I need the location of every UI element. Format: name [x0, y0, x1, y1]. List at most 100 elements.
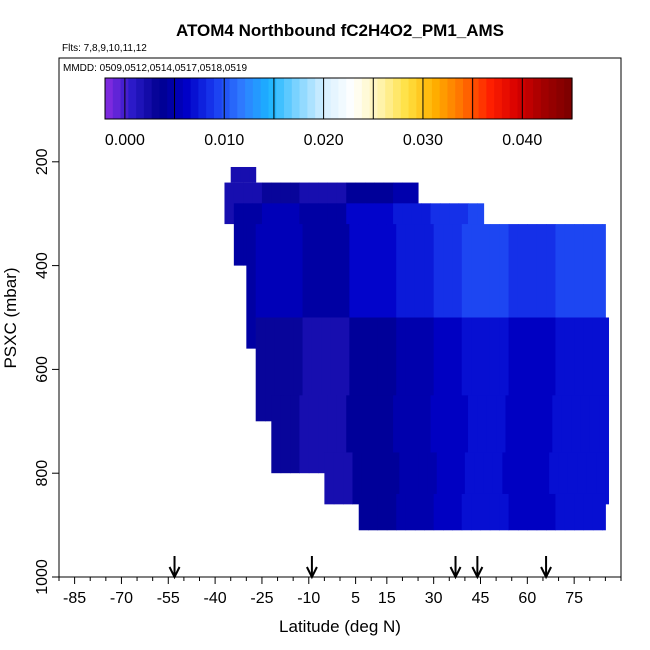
heatmap-cell — [461, 317, 472, 422]
colorbar-swatch — [540, 78, 550, 119]
heatmap-cell — [477, 395, 488, 474]
x-tick-label: 75 — [565, 590, 583, 607]
heatmap-cell — [436, 452, 447, 505]
colorbar-swatch — [478, 78, 487, 119]
heatmap-cell — [299, 395, 310, 474]
heatmap-cell — [496, 395, 506, 474]
colorbar-swatch — [509, 78, 519, 119]
colorbar-swatch — [136, 78, 145, 119]
heatmap-cell — [464, 452, 475, 505]
heatmap-cell — [455, 452, 466, 505]
colorbar-swatch — [276, 78, 285, 119]
colorbar-tick-label: 0.030 — [403, 132, 443, 149]
colorbar-swatch — [494, 78, 503, 119]
y-tick-label: 400 — [34, 252, 51, 279]
colorbar-swatch — [338, 78, 347, 119]
heatmap-cell — [290, 395, 300, 474]
heatmap-cell — [386, 493, 397, 531]
heatmap-cell — [596, 452, 606, 505]
heatmap-cell — [418, 452, 428, 505]
heatmap-cell — [577, 452, 588, 505]
heatmap-cell — [396, 493, 407, 531]
y-axis: 200 400 600 800 1000 — [34, 148, 59, 595]
heatmap-cell — [389, 452, 400, 505]
heatmap-cell — [567, 452, 578, 505]
colorbar-swatch — [190, 78, 199, 119]
heatmap-cell — [517, 224, 528, 349]
colorbar-swatch — [175, 78, 184, 119]
heatmap-cell — [368, 224, 378, 349]
heatmap-cell — [274, 317, 285, 422]
colorbar-swatch — [128, 78, 137, 119]
heatmap-cell — [358, 224, 369, 349]
heatmap-cell — [271, 395, 282, 474]
heatmap-cell — [293, 317, 304, 422]
heatmap-cell — [468, 395, 478, 474]
heatmap-cell — [408, 452, 419, 505]
heatmap-cell — [427, 452, 438, 505]
heatmap-cell — [524, 395, 535, 474]
x-tick-label: -25 — [250, 590, 273, 607]
heatmap-cell — [574, 317, 585, 422]
colorbar-swatch — [143, 78, 153, 119]
heatmap-cell — [430, 395, 441, 474]
heatmap-cell — [311, 224, 322, 349]
colorbar-swatch — [213, 78, 223, 119]
colorbar-swatch — [315, 78, 324, 119]
heatmap-cell — [521, 452, 531, 505]
heatmap-cell — [505, 395, 516, 474]
heatmap-cell — [274, 224, 285, 349]
heatmap-cell — [340, 317, 350, 422]
heatmap-cell — [439, 395, 450, 474]
heatmap-cell — [246, 224, 257, 349]
colorbar-swatch — [198, 78, 207, 119]
colorbar-swatch — [424, 78, 433, 119]
colorbar-swatch — [369, 78, 379, 119]
heatmap-cell — [536, 317, 547, 422]
colorbar-swatch — [299, 78, 308, 119]
x-tick-label: -10 — [297, 590, 320, 607]
x-tick-label: 15 — [378, 590, 396, 607]
x-axis-label: Latitude (deg N) — [279, 617, 401, 636]
colorbar-swatch — [525, 78, 534, 119]
heatmap-cell — [396, 224, 407, 349]
colorbar-swatch — [377, 78, 386, 119]
heatmap-cell — [443, 493, 453, 531]
colorbar-tick-label: 0.000 — [105, 132, 145, 149]
colorbar-swatch — [245, 78, 254, 119]
flight-arrow — [168, 556, 181, 580]
heatmap-cell — [249, 166, 257, 183]
heatmap-cell — [414, 224, 425, 349]
heatmap-cell — [352, 452, 363, 505]
colorbar-swatch — [112, 78, 122, 119]
heatmap-cell — [371, 452, 382, 505]
heatmap-cell — [542, 395, 553, 474]
heatmap-cell — [405, 493, 416, 531]
heatmap-cell — [255, 317, 266, 422]
heatmap-cell — [414, 317, 425, 422]
heatmap-cell — [324, 452, 335, 505]
colorbar-swatch — [284, 78, 293, 119]
colorbar-swatch — [206, 78, 215, 119]
heatmap-cell — [411, 395, 422, 474]
heatmap-cell — [574, 493, 585, 531]
heatmap-cell — [421, 395, 432, 474]
y-axis-label: PSXC (mbar) — [1, 267, 20, 368]
heatmap-cell — [377, 493, 388, 531]
heatmap-cell — [602, 493, 606, 531]
colorbar-swatch — [221, 78, 231, 119]
flight-arrow — [540, 556, 552, 580]
x-tick-label: 45 — [472, 590, 490, 607]
heatmap-cell — [358, 317, 369, 422]
heatmap-cell — [461, 493, 472, 531]
heatmap-cell — [302, 317, 313, 422]
heatmap-cell — [564, 317, 575, 422]
heatmap-cell — [480, 224, 491, 349]
x-tick-label: -70 — [110, 590, 133, 607]
colorbar-swatch — [229, 78, 238, 119]
heatmap-cell — [361, 452, 372, 505]
heatmap-cell — [508, 493, 519, 531]
heatmap-cell — [558, 452, 569, 505]
colorbar-swatch — [167, 78, 176, 119]
colorbar-swatch — [361, 78, 371, 119]
